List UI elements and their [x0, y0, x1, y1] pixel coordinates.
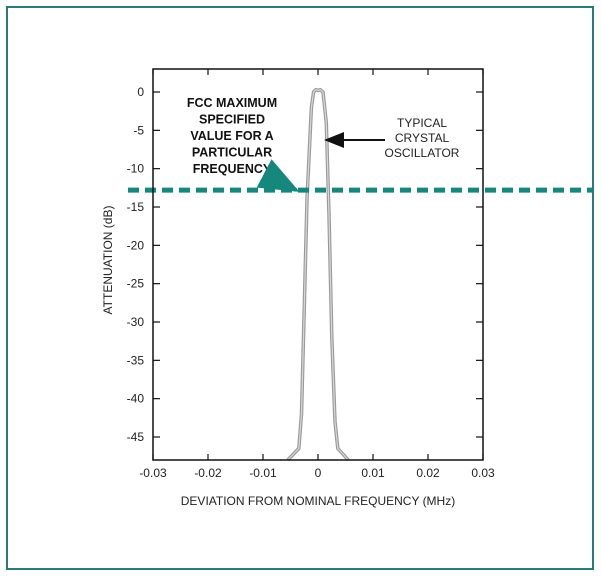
y-tick-label: -45: [127, 430, 145, 444]
series-line: [286, 87, 350, 462]
fcc-limit-annotation: FCC MAXIMUM SPECIFIED VALUE FOR A PARTICULA…: [187, 96, 277, 176]
fcc-arrow: [256, 159, 300, 192]
y-tick-label: -35: [127, 353, 145, 367]
x-tick-label: -0.03: [139, 466, 167, 480]
data-layer: [128, 87, 593, 462]
fcc-annotation-line: VALUE FOR A: [190, 129, 273, 143]
xtal-annotation-line: TYPICAL: [397, 116, 447, 130]
figure-frame: [6, 6, 594, 570]
y-tick-label: -10: [127, 162, 145, 176]
x-tick-label: -0.01: [249, 466, 277, 480]
x-tick-label: 0: [315, 466, 322, 480]
x-tick-label: 0.01: [361, 466, 385, 480]
y-tick-label: -5: [133, 123, 144, 137]
fcc-annotation-line: SPECIFIED: [199, 113, 265, 127]
xtal-annotation-line: CRYSTAL: [395, 131, 450, 145]
y-axis: 0 -5 -10 -15 -20 -25 -30 -35 -40 -45: [127, 85, 483, 444]
fcc-annotation-line: FCC MAXIMUM: [187, 96, 277, 110]
y-tick-label: -40: [127, 392, 145, 406]
x-tick-label: 0.03: [471, 466, 495, 480]
y-axis-title: ATTENUATION (dB): [101, 206, 115, 315]
x-axis: -0.03 -0.02 -0.01 0 0.01 0.02 0.03: [139, 69, 495, 480]
fcc-annotation-line: FREQUENCY: [193, 162, 272, 176]
x-axis-title: DEVIATION FROM NOMINAL FREQUENCY (MHz): [181, 494, 455, 508]
x-tick-label: 0.02: [416, 466, 440, 480]
y-tick-label: -15: [127, 200, 145, 214]
x-tick-label: -0.02: [194, 466, 222, 480]
y-tick-label: -30: [127, 315, 145, 329]
series-line-highlight: [287, 89, 349, 461]
y-tick-label: 0: [137, 85, 144, 99]
y-tick-label: -20: [127, 238, 145, 252]
y-tick-label: -25: [127, 277, 145, 291]
fcc-annotation-line: PARTICULAR: [192, 146, 272, 160]
xtal-annotation-line: OSCILLATOR: [385, 146, 460, 160]
